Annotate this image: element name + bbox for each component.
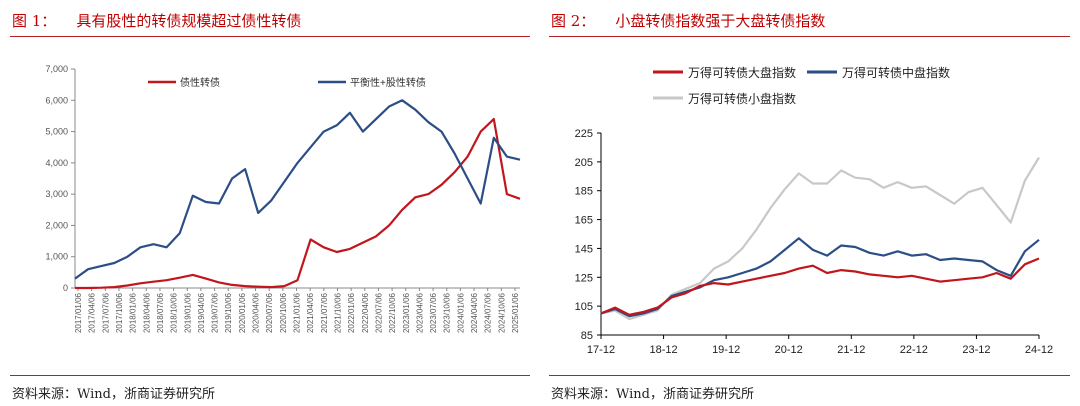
x-tick-label: 2023/04/06 [415,292,424,333]
figure-2-bottom-rule [549,375,1070,376]
figure-1-source: 资料来源：Wind，浙商证券研究所 [12,387,215,402]
x-tick-label: 20-12 [775,344,803,356]
x-tick-label: 2018/07/06 [156,292,165,333]
x-tick-label: 17-12 [587,344,615,356]
x-tick-label: 18-12 [650,344,678,356]
figure-2-top-rule [549,36,1070,37]
x-tick-label: 2024/10/06 [497,292,506,333]
figure-1-top-rule [10,36,530,37]
y-tick-label: 6,000 [45,95,68,105]
series-line-3 [600,156,1040,321]
y-tick-label: 5,000 [45,127,68,137]
y-tick-label: 185 [575,186,593,198]
x-tick-label: 2023/10/06 [443,292,452,333]
figure-2-title: 图 2： 小盘转债指数强于大盘转债指数 [551,10,825,31]
y-tick-label: 2,000 [45,220,68,230]
x-tick-label: 2025/01/06 [511,292,520,333]
x-tick-label: 2019/01/06 [183,292,192,333]
chart-1-svg: 0 1,000 2,000 3,000 4,000 5,000 6,000 7,000 2017… [45,64,521,333]
x-tick-label: 2023/01/06 [402,292,411,333]
legend-label-1: 债性转债 [180,76,220,89]
x-tick-label: 2017/07/06 [101,292,110,333]
y-tick-label: 1,000 [45,252,68,262]
x-tick-label: 22-12 [900,344,928,356]
x-tick-label: 2023/07/06 [429,292,438,333]
series-line-1 [600,257,1040,316]
figure-1-title-text: 具有股性的转债规模超过债性转债 [76,12,302,30]
x-tick-label: 2022/04/06 [361,292,370,333]
x-tick-label: 2022/10/06 [388,292,397,333]
y-tick-label: 165 [575,215,593,227]
figure-2-panel: 图 2： 小盘转债指数强于大盘转债指数 85 105 125 145 165 185 205 2… [549,0,1070,406]
legend-label-1: 万得可转债大盘指数 [688,65,796,80]
x-tick-label: 2021/01/06 [293,292,302,333]
x-tick-label: 2024/01/06 [456,292,465,333]
x-tick-label: 2018/01/06 [129,292,138,333]
x-tick-label: 2017/01/06 [74,292,83,333]
x-tick-label: 2020/10/06 [279,292,288,333]
figure-1-panel: 图 1： 具有股性的转债规模超过债性转债 0 1,000 2,000 3,000 4,00… [10,0,530,406]
x-tick-label: 2019/07/06 [211,292,220,333]
x-tick-label: 2018/04/06 [142,292,151,333]
x-tick-label: 2021/07/06 [320,292,329,333]
x-tick-label: 19-12 [712,344,740,356]
x-tick-label: 2022/07/06 [374,292,383,333]
figure-2-source: 资料来源：Wind，浙商证券研究所 [551,387,754,402]
y-tick-label: 4,000 [45,158,68,168]
x-tick-label: 2017/10/06 [115,292,124,333]
x-tick-label: 2024/04/06 [470,292,479,333]
y-tick-label: 125 [575,272,593,284]
x-tick-label: 21-12 [837,344,865,356]
x-tick-label: 2019/10/06 [224,292,233,333]
y-tick-label: 205 [575,157,593,169]
x-tick-label: 23-12 [962,344,990,356]
y-tick-label: 225 [575,128,593,140]
x-tick-label: 2024/07/06 [484,292,493,333]
chart-2-svg: 85 105 125 145 165 185 205 225 17-12 18-12 19-12 20… [575,65,1053,356]
legend-label-3: 万得可转债小盘指数 [688,91,796,106]
figure-1-title: 图 1： 具有股性的转债规模超过债性转债 [12,10,301,31]
legend-label-2: 平衡性+股性转债 [350,76,426,89]
x-tick-label: 2020/01/06 [238,292,247,333]
y-tick-label: 3,000 [45,189,68,199]
figure-2-number: 图 2： [551,12,596,30]
y-tick-label: 0 [63,283,68,293]
figure-1-bottom-rule [10,375,530,376]
figure-1-number: 图 1： [12,12,57,30]
x-tick-label: 2019/04/06 [197,292,206,333]
y-tick-label: 105 [575,301,593,313]
y-tick-label: 85 [581,330,593,342]
series-line-2 [600,237,1040,318]
x-tick-label: 2021/10/06 [333,292,342,333]
x-tick-label: 2020/04/06 [252,292,261,333]
series-line-1 [75,118,521,290]
y-tick-label: 145 [575,243,593,255]
x-tick-label: 2018/10/06 [170,292,179,333]
series-line-2 [74,99,521,280]
x-tick-label: 24-12 [1025,344,1053,356]
x-tick-label: 2022/01/06 [347,292,356,333]
x-tick-label: 2021/04/06 [306,292,315,333]
y-tick-label: 7,000 [45,64,68,74]
legend-label-2: 万得可转债中盘指数 [842,65,950,80]
x-tick-label: 2017/04/06 [88,292,97,333]
figure-2-title-text: 小盘转债指数强于大盘转债指数 [615,12,826,30]
x-tick-label: 2020/07/06 [265,292,274,333]
